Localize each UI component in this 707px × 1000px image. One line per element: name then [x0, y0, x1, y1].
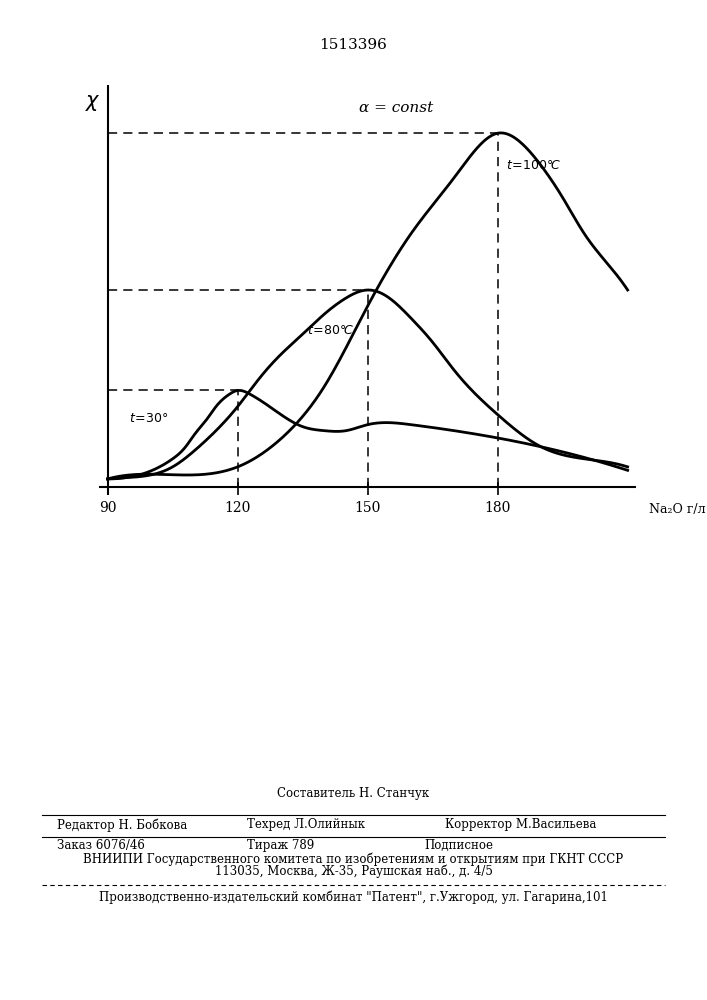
Text: Составитель Н. Станчук: Составитель Н. Станчук [277, 787, 430, 800]
Text: 1513396: 1513396 [320, 38, 387, 52]
Text: $t\!=\!30°$: $t\!=\!30°$ [129, 412, 168, 425]
Text: $\chi$: $\chi$ [86, 93, 101, 113]
Text: $t\!=\!80°\!C$: $t\!=\!80°\!C$ [307, 324, 354, 337]
Text: Подписное: Подписное [424, 839, 493, 852]
Text: ВНИИПИ Государственного комитета по изобретениям и открытиям при ГКНТ СССР: ВНИИПИ Государственного комитета по изоб… [83, 852, 624, 865]
Text: $t\!=\!100°\!C$: $t\!=\!100°\!C$ [506, 159, 561, 172]
Text: Производственно-издательский комбинат "Патент", г.Ужгород, ул. Гагарина,101: Производственно-издательский комбинат "П… [99, 890, 608, 904]
Text: Редактор Н. Бобкова: Редактор Н. Бобкова [57, 818, 187, 832]
Text: Корректор М.Васильева: Корректор М.Васильева [445, 818, 597, 831]
Text: Тираж 789: Тираж 789 [247, 839, 315, 852]
Text: α = const: α = const [359, 101, 433, 115]
Text: Na₂O г/л: Na₂O г/л [649, 503, 706, 516]
Text: 113035, Москва, Ж-35, Раушская наб., д. 4/5: 113035, Москва, Ж-35, Раушская наб., д. … [214, 865, 493, 879]
Text: Техред Л.Олийнык: Техред Л.Олийнык [247, 818, 366, 831]
Text: Заказ 6076/46: Заказ 6076/46 [57, 839, 144, 852]
